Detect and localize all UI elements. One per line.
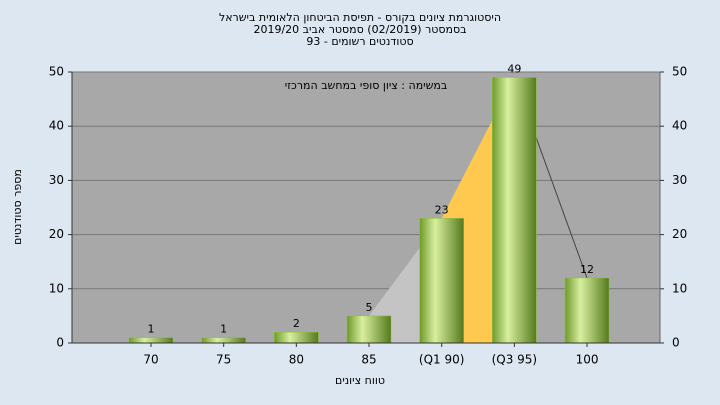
x-tick-label: (Q1 90): [419, 353, 465, 367]
x-tick-label: 80: [289, 353, 304, 367]
y-tick-label: 30: [49, 173, 64, 187]
x-axis-label: טווח ציונים: [335, 374, 385, 387]
x-tick-label: 85: [361, 353, 376, 367]
bar: [564, 277, 610, 344]
bar: [201, 337, 246, 344]
value-label: 1: [220, 323, 227, 336]
y2-tick-label: 50: [672, 65, 687, 79]
value-label: 23: [435, 203, 449, 216]
y-tick-label: 50: [49, 65, 64, 79]
y-tick-label: 0: [56, 336, 64, 350]
x-tick-label: (Q3 95): [492, 353, 538, 367]
chart-title: היסטוגרמת ציונים בקורס - תפיסת הביטחון ה…: [219, 11, 501, 24]
bar: [346, 315, 392, 344]
y2-tick-label: 40: [672, 119, 687, 133]
value-label: 1: [148, 323, 155, 336]
value-label: 12: [580, 263, 594, 276]
bar: [128, 337, 174, 344]
value-label: 2: [293, 317, 300, 330]
y2-tick-label: 20: [672, 227, 687, 241]
y-tick-label: 20: [49, 227, 64, 241]
value-label: 5: [366, 301, 373, 314]
bar: [492, 77, 537, 344]
chart-subtitle: סטודנטים רשומים - 93: [306, 35, 413, 48]
y2-tick-label: 30: [672, 173, 687, 187]
bar: [419, 218, 464, 344]
x-tick-label: 100: [576, 353, 599, 367]
y-tick-label: 10: [49, 281, 64, 295]
y-tick-label: 40: [49, 119, 64, 133]
annotation: במשימה : ציון סופי במחשב המרכזי: [285, 79, 448, 92]
chart-subtitle: בסמסטר (02/2019) סמסטר אביב 2019/20: [253, 23, 466, 36]
y2-tick-label: 10: [672, 281, 687, 295]
y2-tick-label: 0: [672, 336, 680, 350]
x-tick-label: 75: [216, 353, 231, 367]
bar: [274, 331, 319, 344]
value-label: 49: [507, 62, 521, 75]
x-tick-label: 70: [143, 353, 158, 367]
y-axis-label: מספר סטודנטים: [11, 169, 24, 245]
